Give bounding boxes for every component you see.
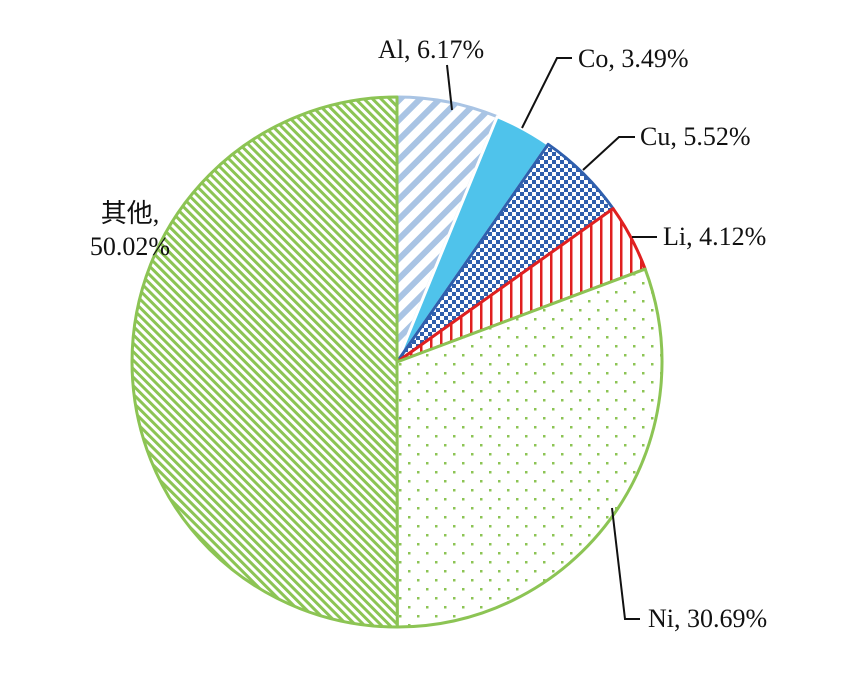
pie-slice-other — [130, 95, 399, 629]
leader-line-cu — [582, 136, 635, 171]
data-label-other: 其他, 50.02% — [90, 199, 170, 261]
pie-slice-ni — [395, 267, 664, 629]
data-label-co: Co, 3.49% — [578, 44, 689, 73]
data-label-al: Al, 6.17% — [378, 35, 484, 64]
data-label-ni: Ni, 30.69% — [648, 604, 767, 633]
leader-line-al — [446, 64, 453, 111]
leader-line-co — [521, 57, 572, 129]
leader-line-ni — [611, 507, 640, 620]
data-label-li: Li, 4.12% — [663, 222, 766, 251]
data-label-cu: Cu, 5.52% — [640, 122, 751, 151]
